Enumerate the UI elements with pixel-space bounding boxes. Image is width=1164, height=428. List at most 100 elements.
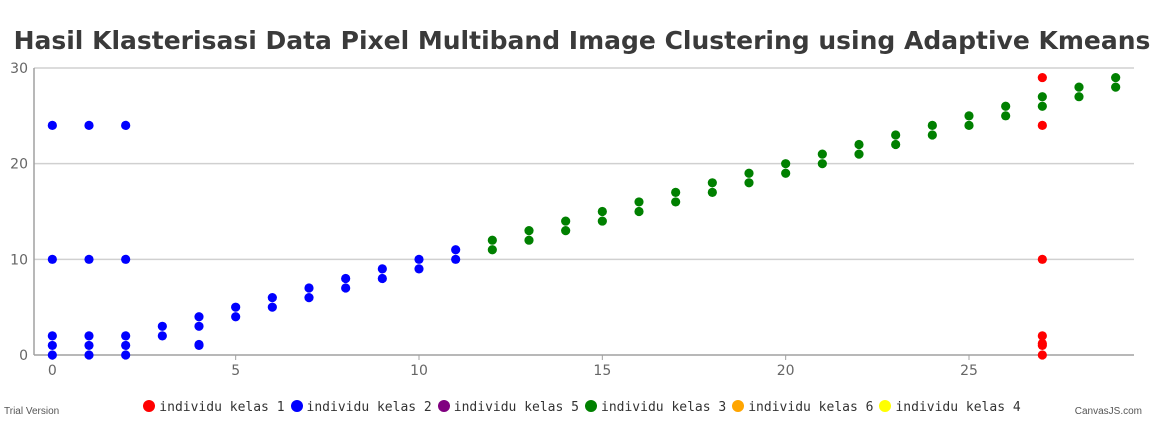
point-individu-kelas-1[interactable] xyxy=(1037,120,1047,130)
point-individu-kelas-2[interactable] xyxy=(267,293,277,303)
point-individu-kelas-2[interactable] xyxy=(84,331,94,341)
point-individu-kelas-2[interactable] xyxy=(451,245,461,255)
point-individu-kelas-3[interactable] xyxy=(891,139,901,150)
point-individu-kelas-2[interactable] xyxy=(121,350,131,360)
point-individu-kelas-3[interactable] xyxy=(597,206,607,217)
legend-label: individu kelas 5 xyxy=(453,400,579,415)
point-individu-kelas-2[interactable] xyxy=(84,340,94,351)
point-individu-kelas-2[interactable] xyxy=(231,302,241,312)
point-individu-kelas-3[interactable] xyxy=(964,111,974,121)
legend-label: individu kelas 6 xyxy=(748,400,874,415)
point-individu-kelas-3[interactable] xyxy=(634,206,644,217)
point-individu-kelas-2[interactable] xyxy=(84,254,94,264)
legend-marker xyxy=(290,400,303,412)
point-individu-kelas-2[interactable] xyxy=(47,331,57,341)
grid-lines xyxy=(34,67,1134,261)
point-individu-kelas-2[interactable] xyxy=(414,264,424,274)
point-individu-kelas-3[interactable] xyxy=(817,149,827,159)
point-individu-kelas-1[interactable] xyxy=(1037,350,1047,360)
point-individu-kelas-3[interactable] xyxy=(707,178,717,188)
point-individu-kelas-2[interactable] xyxy=(84,120,94,130)
point-individu-kelas-2[interactable] xyxy=(121,331,131,341)
y-tick-label: 10 xyxy=(10,252,28,268)
point-individu-kelas-3[interactable] xyxy=(781,159,791,169)
point-individu-kelas-2[interactable] xyxy=(47,350,57,360)
legend-item-individu-kelas-4[interactable]: individu kelas 4 xyxy=(879,400,1021,415)
canvasjs-credit-link[interactable]: CanvasJS.com xyxy=(1074,406,1142,417)
point-individu-kelas-2[interactable] xyxy=(47,254,57,264)
point-individu-kelas-3[interactable] xyxy=(964,120,974,130)
legend-item-individu-kelas-1[interactable]: individu kelas 1 xyxy=(143,400,285,415)
legend-marker xyxy=(732,400,745,412)
point-individu-kelas-2[interactable] xyxy=(231,312,241,322)
point-individu-kelas-3[interactable] xyxy=(1001,111,1011,121)
legend-marker xyxy=(879,400,892,412)
point-individu-kelas-2[interactable] xyxy=(414,254,424,264)
point-individu-kelas-3[interactable] xyxy=(891,130,901,140)
point-individu-kelas-3[interactable] xyxy=(927,130,937,140)
point-individu-kelas-3[interactable] xyxy=(1037,92,1047,102)
legend-label: individu kelas 2 xyxy=(306,400,432,415)
legend-marker xyxy=(143,400,156,412)
legend-item-individu-kelas-2[interactable]: individu kelas 2 xyxy=(290,400,432,415)
point-individu-kelas-2[interactable] xyxy=(304,283,314,293)
point-individu-kelas-3[interactable] xyxy=(781,168,791,178)
point-individu-kelas-2[interactable] xyxy=(84,350,94,360)
point-individu-kelas-3[interactable] xyxy=(671,197,681,207)
point-individu-kelas-1[interactable] xyxy=(1037,254,1047,264)
point-individu-kelas-1[interactable] xyxy=(1037,331,1047,341)
point-individu-kelas-2[interactable] xyxy=(121,120,131,130)
point-individu-kelas-3[interactable] xyxy=(1074,82,1084,92)
point-individu-kelas-3[interactable] xyxy=(597,216,607,226)
point-individu-kelas-3[interactable] xyxy=(854,139,864,150)
point-individu-kelas-3[interactable] xyxy=(1001,101,1011,111)
point-individu-kelas-3[interactable] xyxy=(744,168,754,178)
point-individu-kelas-2[interactable] xyxy=(157,331,167,341)
point-individu-kelas-2[interactable] xyxy=(47,120,57,130)
point-individu-kelas-3[interactable] xyxy=(487,245,497,255)
point-individu-kelas-2[interactable] xyxy=(47,340,57,351)
point-individu-kelas-3[interactable] xyxy=(524,226,534,236)
point-individu-kelas-3[interactable] xyxy=(854,149,864,159)
point-individu-kelas-3[interactable] xyxy=(524,235,534,245)
point-individu-kelas-3[interactable] xyxy=(744,178,754,188)
point-individu-kelas-2[interactable] xyxy=(377,264,387,274)
legend-item-individu-kelas-6[interactable]: individu kelas 6 xyxy=(732,400,873,415)
point-individu-kelas-2[interactable] xyxy=(341,283,351,293)
y-tick-label: 30 xyxy=(10,61,28,77)
point-individu-kelas-2[interactable] xyxy=(377,273,387,284)
point-individu-kelas-3[interactable] xyxy=(1111,72,1121,83)
point-individu-kelas-2[interactable] xyxy=(341,273,351,284)
point-individu-kelas-2[interactable] xyxy=(121,254,131,264)
legend-item-individu-kelas-3[interactable]: individu kelas 3 xyxy=(585,400,726,415)
point-individu-kelas-3[interactable] xyxy=(817,159,827,169)
point-individu-kelas-3[interactable] xyxy=(561,216,571,226)
point-individu-kelas-2[interactable] xyxy=(267,302,277,312)
point-individu-kelas-2[interactable] xyxy=(157,321,167,331)
point-individu-kelas-2[interactable] xyxy=(194,321,204,331)
point-individu-kelas-3[interactable] xyxy=(707,187,717,197)
point-individu-kelas-2[interactable] xyxy=(121,340,131,351)
legend-item-individu-kelas-5[interactable]: individu kelas 5 xyxy=(437,400,579,415)
point-individu-kelas-1[interactable] xyxy=(1037,340,1047,351)
point-individu-kelas-3[interactable] xyxy=(671,187,681,197)
point-individu-kelas-1[interactable] xyxy=(1037,72,1047,83)
point-individu-kelas-2[interactable] xyxy=(304,293,314,303)
point-individu-kelas-2[interactable] xyxy=(194,312,204,322)
point-individu-kelas-3[interactable] xyxy=(1037,101,1047,111)
x-tick-label: 5 xyxy=(231,363,240,379)
point-individu-kelas-3[interactable] xyxy=(634,197,644,207)
legend-label: individu kelas 4 xyxy=(895,400,1021,415)
y-tick-label: 0 xyxy=(19,348,28,364)
trial-version-label: Trial Version xyxy=(4,406,60,417)
point-individu-kelas-3[interactable] xyxy=(561,226,571,236)
x-tick-label: 0 xyxy=(48,363,57,379)
point-individu-kelas-3[interactable] xyxy=(1074,92,1084,102)
point-individu-kelas-2[interactable] xyxy=(451,254,461,264)
point-individu-kelas-3[interactable] xyxy=(927,120,937,130)
point-individu-kelas-2[interactable] xyxy=(194,340,204,351)
point-individu-kelas-3[interactable] xyxy=(487,235,497,245)
point-individu-kelas-3[interactable] xyxy=(1111,82,1121,92)
data-points xyxy=(47,72,1121,360)
